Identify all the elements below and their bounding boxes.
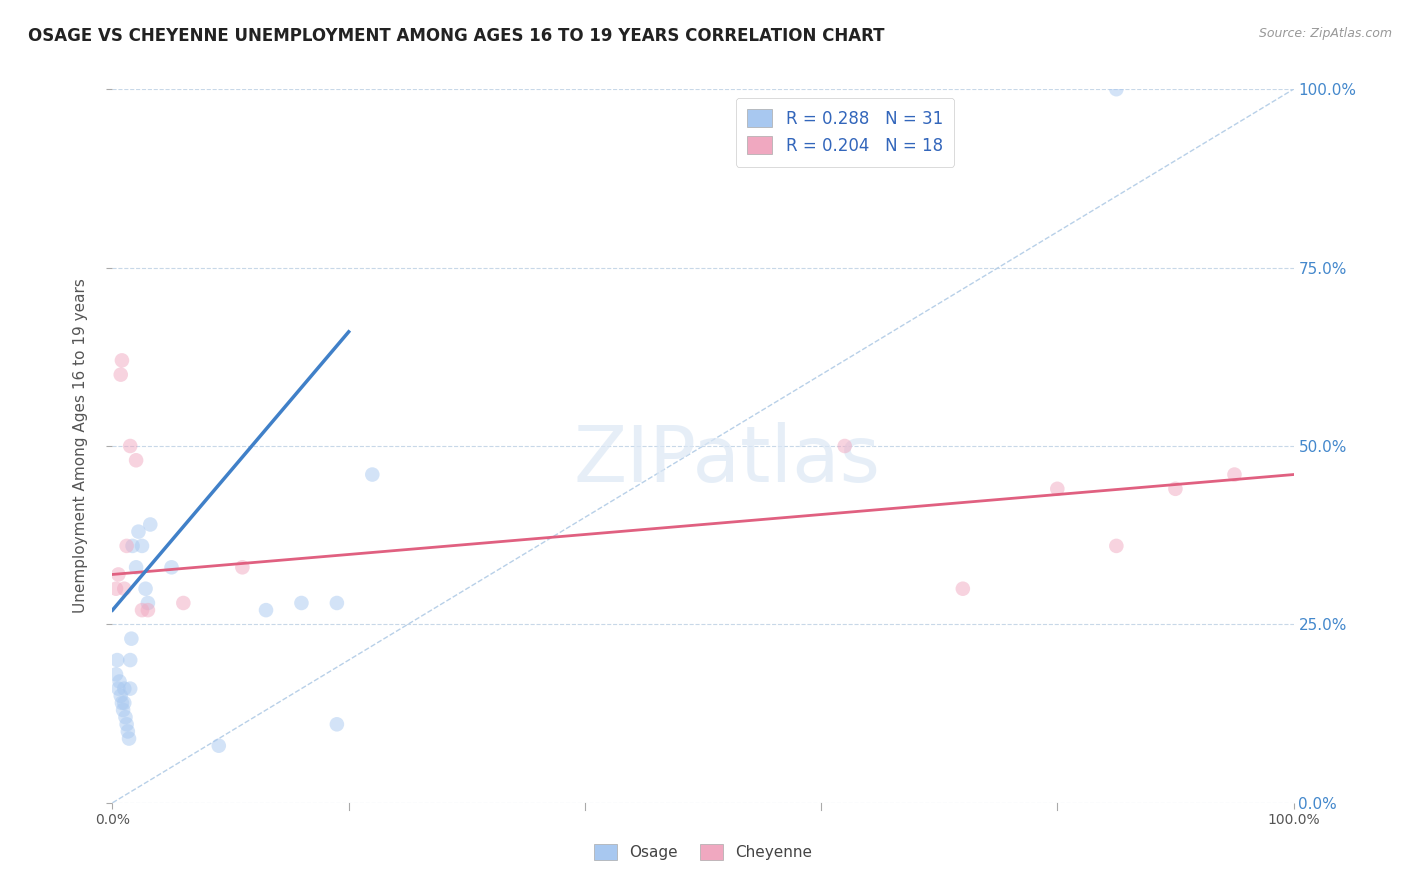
Point [136,603,159,617]
Point [112,696,135,710]
Point [131,603,153,617]
Point [135,582,157,596]
Point [120,681,142,696]
Text: OSAGE VS CHEYENNE UNEMPLOYMENT AMONG AGES 16 TO 19 YEARS CORRELATION CHART: OSAGE VS CHEYENNE UNEMPLOYMENT AMONG AGE… [28,27,884,45]
Point [114,710,136,724]
Point [111,353,134,368]
Y-axis label: Unemployment Among Ages 16 to 19 years: Unemployment Among Ages 16 to 19 years [73,278,89,614]
Point [120,439,142,453]
Point [120,632,142,646]
Point [1164,482,1187,496]
Point [326,717,349,731]
Text: ZIPatlas: ZIPatlas [574,422,880,499]
Point [172,596,194,610]
Point [110,368,132,382]
Point [290,596,312,610]
Point [1046,482,1069,496]
Point [110,689,132,703]
Point [127,524,149,539]
Text: Source: ZipAtlas.com: Source: ZipAtlas.com [1258,27,1392,40]
Point [105,582,128,596]
Point [111,696,134,710]
Point [118,731,141,746]
Point [108,674,131,689]
Point [115,539,138,553]
Point [112,703,135,717]
Point [107,681,129,696]
Point [136,596,159,610]
Point [160,560,183,574]
Point [139,517,162,532]
Point [834,439,856,453]
Point [112,681,135,696]
Point [117,724,139,739]
Point [105,667,128,681]
Point [254,603,277,617]
Point [112,582,135,596]
Point [125,560,148,574]
Point [105,653,128,667]
Point [120,653,142,667]
Point [1223,467,1246,482]
Point [1105,82,1128,96]
Point [361,467,384,482]
Legend: Osage, Cheyenne: Osage, Cheyenne [588,838,818,866]
Point [208,739,231,753]
Point [121,539,143,553]
Point [131,539,153,553]
Point [1105,539,1128,553]
Point [326,596,349,610]
Point [231,560,253,574]
Point [125,453,148,467]
Point [107,567,129,582]
Point [115,717,138,731]
Point [952,582,974,596]
